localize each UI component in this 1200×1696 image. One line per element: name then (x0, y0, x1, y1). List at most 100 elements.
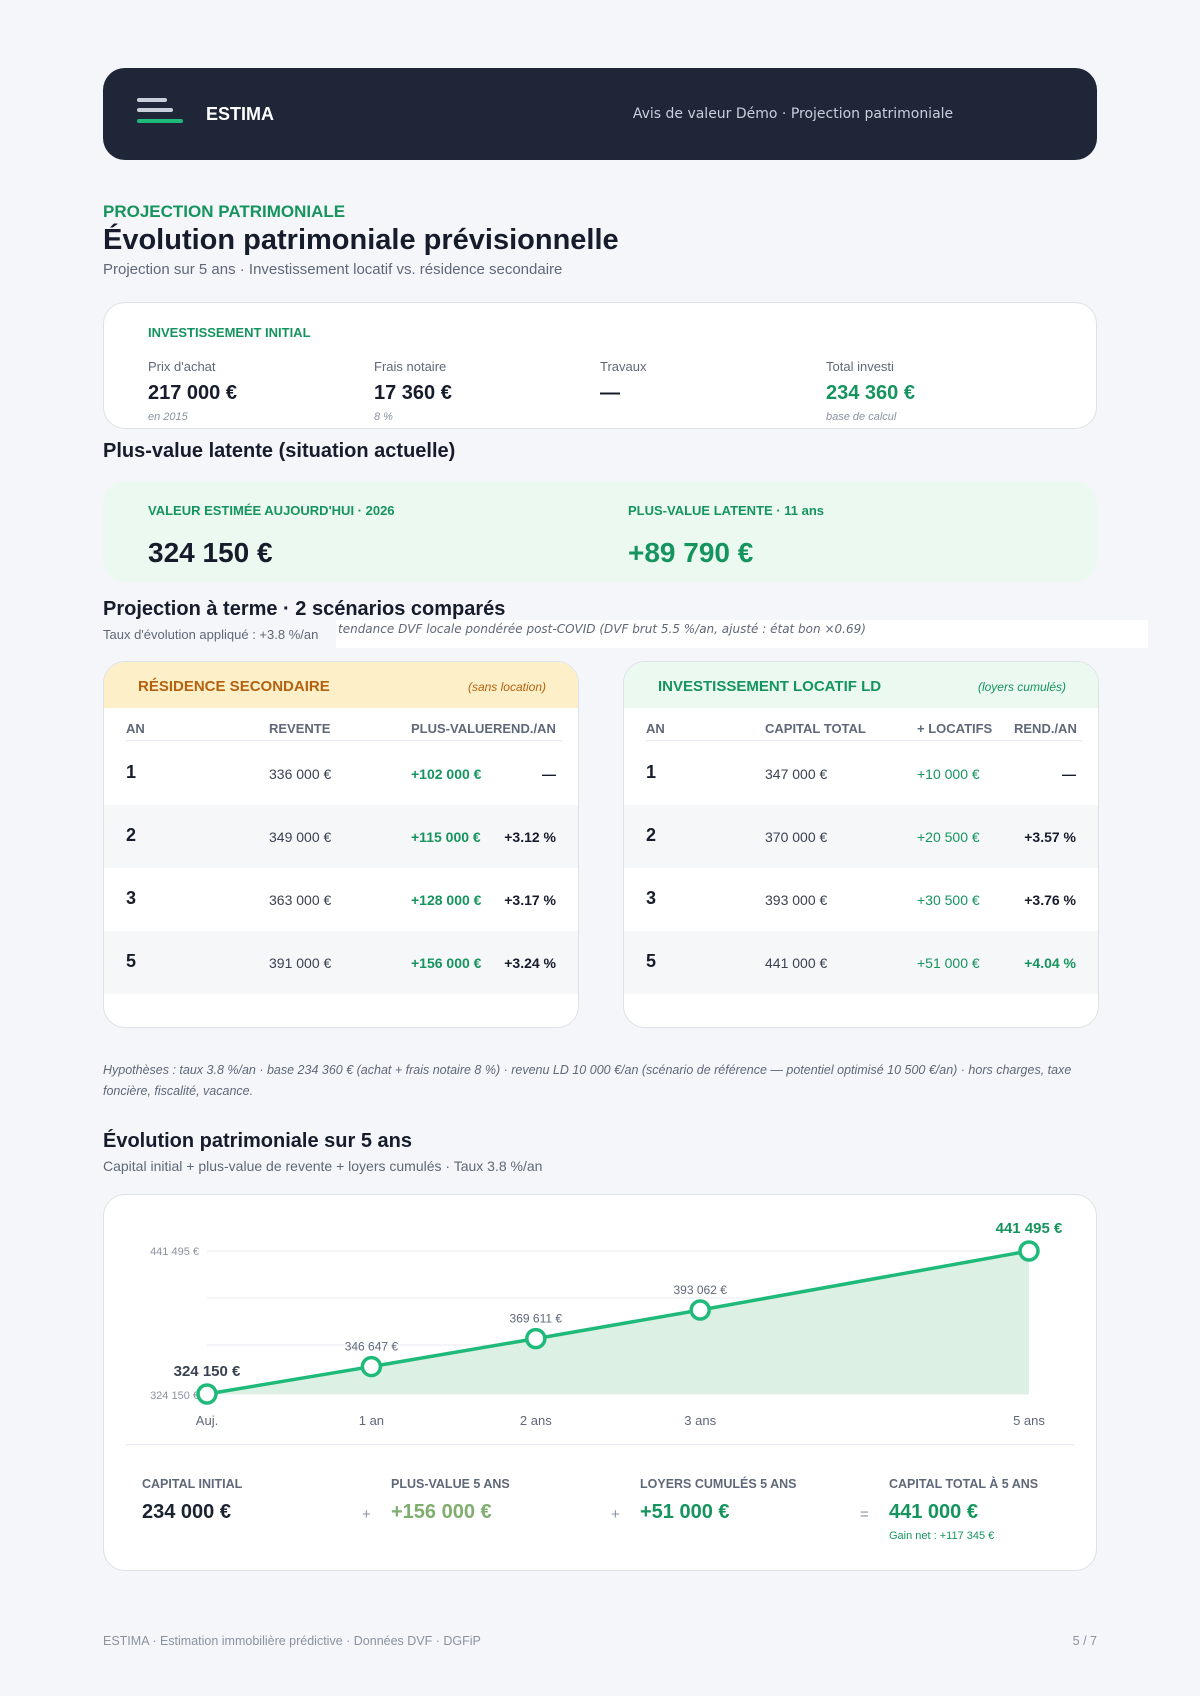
evolution-heading: Évolution patrimoniale sur 5 ans (103, 1130, 412, 1152)
summary-value: +51 000 € (640, 1501, 730, 1523)
x-tick-label: 2 ans (520, 1413, 552, 1428)
summary-initial-capital: CAPITAL INITIAL 234 000 € (142, 1477, 342, 1524)
evolution-subtitle: Capital initial + plus-value de revente … (103, 1158, 543, 1174)
table-row: 2 370 000 € +20 500 € +3.57 % (624, 805, 1098, 868)
cell-yield: +3.24 % (504, 955, 556, 971)
cell-year: 2 (646, 825, 657, 845)
plus-operator: + (362, 1506, 371, 1523)
data-point (525, 1327, 547, 1350)
metric-note: 8 % (374, 411, 393, 423)
cell-yield: +3.76 % (1024, 892, 1076, 908)
metric-note: en 2015 (148, 411, 188, 423)
menu-logo-icon[interactable] (137, 98, 183, 130)
summary-label: CAPITAL INITIAL (142, 1477, 243, 1491)
metric-value: 17 360 € (374, 382, 452, 404)
cell-yield: — (542, 766, 556, 782)
evolution-chart-card: 324 150 € 441 495 € 324 150 € Auj. 346 647 €… (103, 1194, 1097, 1571)
latent-gain-value: +89 790 € (628, 537, 754, 568)
cell-year: 2 (126, 825, 137, 845)
summary-capital-gain: PLUS-VALUE 5 ANS +156 000 € (391, 1477, 591, 1524)
brand-name: ESTIMA (206, 104, 275, 124)
trend-note: tendance DVF locale pondérée post-COVID … (336, 620, 1148, 648)
footer-text: ESTIMA · Estimation immobilière prédicti… (103, 1634, 481, 1648)
summary-note: Gain net : +117 345 € (889, 1530, 995, 1542)
initial-investment-label: INVESTISSEMENT INITIAL (148, 325, 311, 340)
metric-value: 217 000 € (148, 382, 237, 404)
column-header: AN (646, 721, 665, 736)
cell-capital: 441 000 € (765, 955, 828, 971)
table-row: 5 391 000 € +156 000 € +3.24 % (104, 931, 578, 994)
metric-purchase-price: Prix d'achat 217 000 € en 2015 (148, 359, 348, 423)
x-tick-label: 3 ans (684, 1413, 716, 1428)
cell-rent: +51 000 € (917, 955, 980, 971)
cell-rent: +10 000 € (917, 766, 980, 782)
metric-notary-fees: Frais notaire 17 360 € 8 % (374, 359, 574, 423)
cell-gain: +128 000 € (411, 892, 482, 908)
column-header: CAPITAL TOTAL (765, 721, 866, 736)
data-label: 324 150 € (174, 1363, 241, 1380)
summary-label: LOYERS CUMULÉS 5 ANS (640, 1477, 797, 1491)
metric-label: Total investi (826, 359, 894, 374)
summary-rent: LOYERS CUMULÉS 5 ANS +51 000 € (640, 1477, 840, 1524)
table-row: 5 441 000 € +51 000 € +4.04 % (624, 931, 1098, 994)
column-header: REND./AN (1014, 721, 1077, 736)
metric-works: Travaux — (600, 359, 800, 411)
scenario-header: RÉSIDENCE SECONDAIRE (sans location) (104, 662, 578, 708)
y-tick-label: 324 150 € (150, 1390, 199, 1402)
cell-yield: — (1062, 766, 1076, 782)
table-row: 1 347 000 € +10 000 € — (624, 742, 1098, 805)
initial-investment-card: INVESTISSEMENT INITIAL Prix d'achat 217 … (103, 302, 1097, 429)
data-point (1018, 1240, 1040, 1262)
metric-note: base de calcul (826, 411, 897, 423)
cell-gain: +102 000 € (411, 766, 482, 782)
cell-capital: 370 000 € (765, 829, 828, 845)
table-row: 2 349 000 € +115 000 € +3.12 % (104, 805, 578, 868)
latent-gain-label: PLUS-VALUE LATENTE · 11 ans (628, 503, 824, 518)
summary-label: PLUS-VALUE 5 ANS (391, 1477, 510, 1491)
data-point (689, 1299, 711, 1321)
data-label: 393 062 € (674, 1283, 728, 1297)
metric-value: 234 360 € (826, 382, 915, 404)
data-label: 346 647 € (345, 1340, 399, 1354)
column-header: AN (126, 721, 145, 736)
hypotheses-note: Hypothèses : taux 3.8 %/an · base 234 36… (103, 1063, 1072, 1098)
report-header: ESTIMA Avis de valeur Démo · Projection … (103, 68, 1097, 160)
scenario-note: (loyers cumulés) (977, 680, 1066, 694)
scenario-note: (sans location) (467, 680, 546, 694)
plus-operator: + (611, 1506, 620, 1523)
column-header: REVENTE (269, 721, 331, 736)
x-tick-label: 5 ans (1013, 1413, 1045, 1428)
projection-heading: Projection à terme · 2 scénarios comparé… (103, 598, 506, 620)
cell-yield: +3.12 % (504, 829, 556, 845)
scenario-rental-investment: INVESTISSEMENT LOCATIF LD (loyers cumulé… (623, 661, 1099, 1028)
scenario-title: RÉSIDENCE SECONDAIRE (138, 678, 330, 695)
scenario-secondary-residence: RÉSIDENCE SECONDAIRE (sans location) AN … (103, 661, 579, 1028)
cell-year: 1 (646, 762, 657, 782)
equals-operator: = (860, 1506, 869, 1523)
cell-yield: +4.04 % (1024, 955, 1076, 971)
y-tick-label: 441 495 € (150, 1246, 199, 1258)
rate-applied: Taux d'évolution appliqué : +3.8 %/an (103, 627, 319, 642)
estimated-value: 324 150 € (148, 537, 273, 568)
data-label: 441 495 € (996, 1220, 1063, 1237)
cell-gain: +156 000 € (411, 955, 482, 971)
cell-capital: 347 000 € (765, 766, 828, 782)
evolution-chart: 324 150 € 441 495 € 324 150 € Auj. 346 647 €… (150, 1220, 1063, 1428)
metric-label: Travaux (600, 359, 647, 374)
summary-label: CAPITAL TOTAL À 5 ANS (889, 1477, 1039, 1491)
column-header: + LOCATIFS (917, 721, 993, 736)
cell-resale: 363 000 € (269, 892, 332, 908)
metric-label: Frais notaire (374, 359, 447, 374)
section-eyebrow: PROJECTION PATRIMONIALE (103, 202, 346, 221)
page-number: 5 / 7 (1072, 1634, 1097, 1648)
table-row: 3 363 000 € +128 000 € +3.17 % (104, 868, 578, 931)
cell-rent: +20 500 € (917, 829, 980, 845)
header-subtitle: Avis de valeur Démo · Projection patrimo… (632, 106, 954, 122)
data-point (360, 1355, 383, 1378)
cell-yield: +3.17 % (504, 892, 556, 908)
scenario-title: INVESTISSEMENT LOCATIF LD (658, 678, 882, 695)
summary-value: +156 000 € (391, 1501, 492, 1523)
table-row: 1 336 000 € +102 000 € — (104, 742, 578, 805)
cell-capital: 393 000 € (765, 892, 828, 908)
cell-year: 5 (126, 951, 137, 971)
